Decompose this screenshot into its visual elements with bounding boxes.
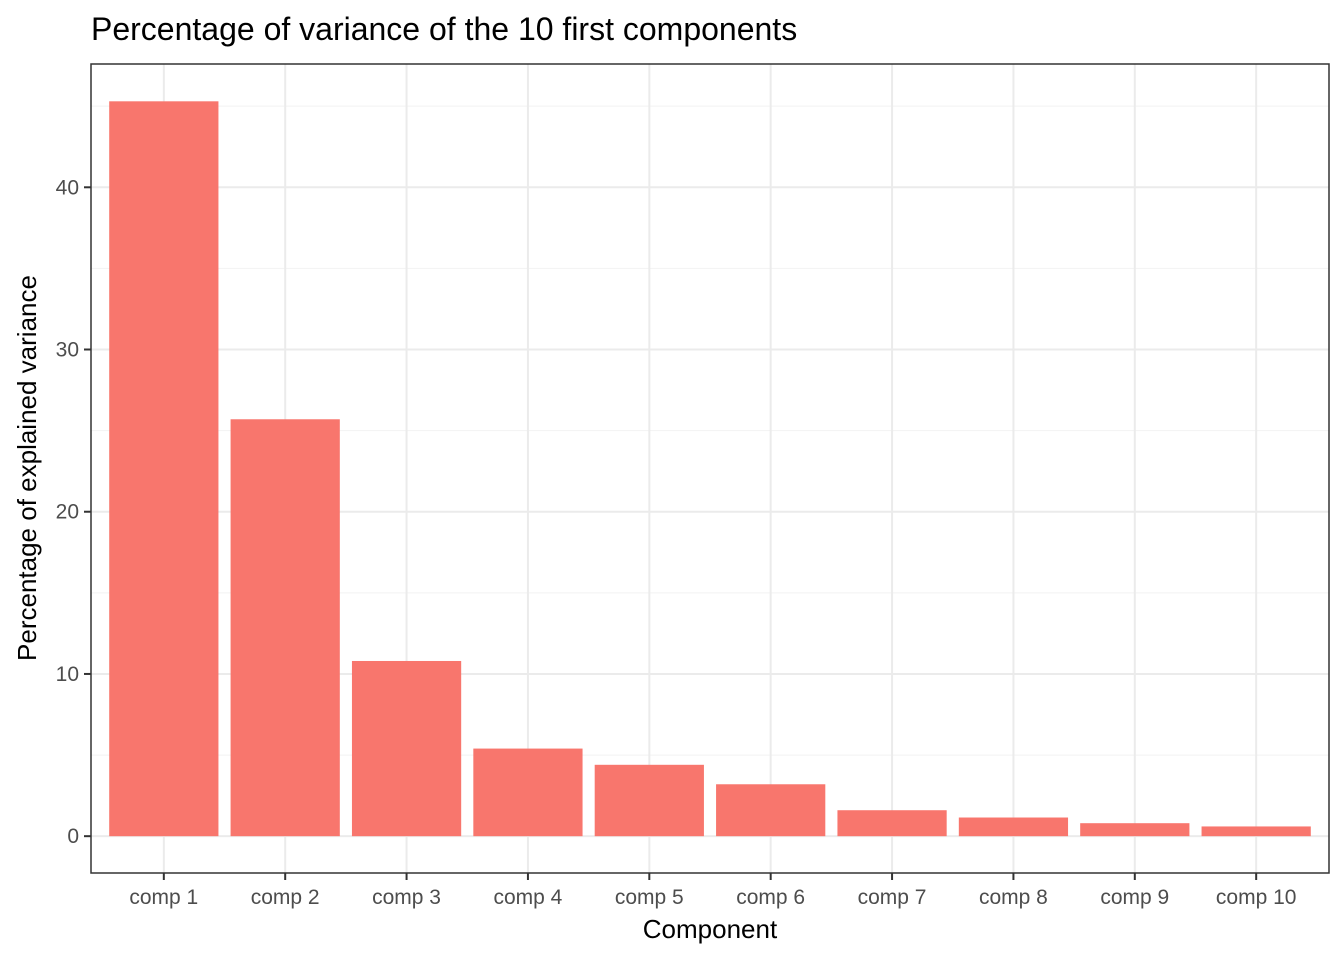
x-tick-label: comp 4 — [494, 886, 563, 909]
bar — [837, 810, 947, 837]
panel-border — [90, 63, 1330, 874]
x-axis-title: Component — [643, 914, 778, 944]
x-tick-label: comp 1 — [129, 886, 198, 909]
bar — [1080, 823, 1190, 837]
bar — [109, 101, 219, 837]
bar — [1201, 826, 1311, 837]
bar — [230, 419, 340, 837]
bar — [716, 784, 826, 837]
y-tick-label: 10 — [56, 663, 79, 686]
x-tick-label: comp 5 — [615, 886, 684, 909]
x-tick-label: comp 7 — [858, 886, 927, 909]
y-tick-label: 0 — [67, 825, 79, 848]
y-tick-label: 20 — [56, 501, 79, 524]
bar — [594, 764, 704, 837]
x-tick-label: comp 6 — [736, 886, 805, 909]
y-axis-title: Percentage of explained variance — [12, 275, 42, 661]
bar — [351, 660, 462, 837]
chart-title: Percentage of variance of the 10 first c… — [91, 11, 797, 47]
x-tick-label: comp 8 — [979, 886, 1048, 909]
bar — [958, 817, 1069, 837]
y-tick-label: 40 — [56, 176, 79, 199]
y-axis: 0 10 20 30 40 — [56, 176, 91, 848]
x-axis: comp 1 comp 2 comp 3 comp 4 comp 5 comp 6 comp… — [129, 873, 1296, 909]
x-tick-label: comp 9 — [1100, 886, 1169, 909]
bars — [109, 101, 1311, 837]
y-tick-label: 30 — [56, 339, 79, 362]
bar — [473, 748, 583, 837]
plot-area — [90, 63, 1330, 874]
x-tick-label: comp 3 — [372, 886, 441, 909]
x-tick-label: comp 2 — [251, 886, 320, 909]
x-tick-label: comp 10 — [1216, 886, 1297, 909]
